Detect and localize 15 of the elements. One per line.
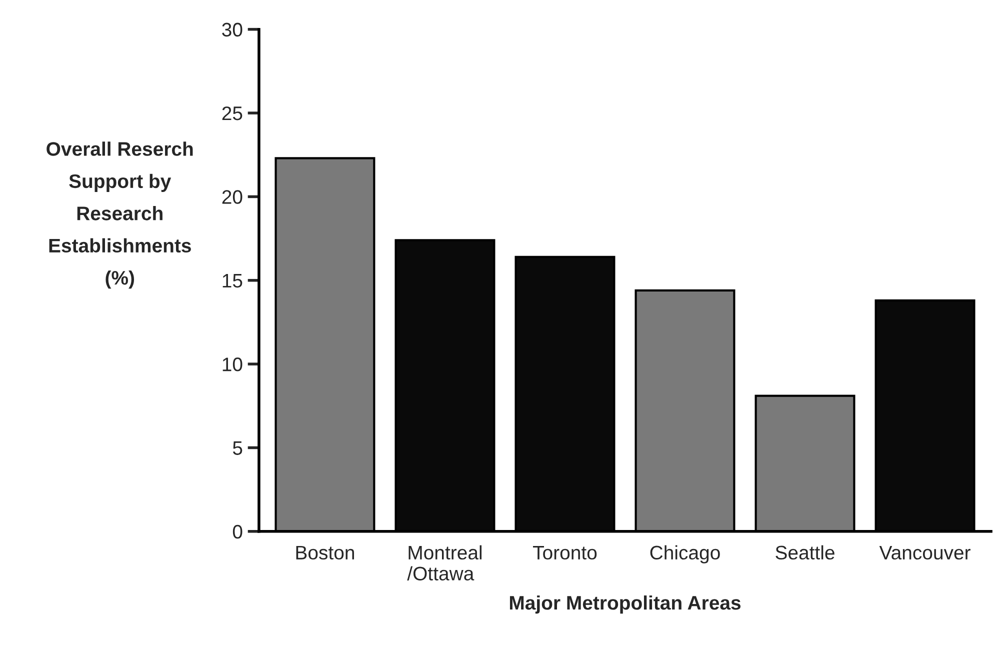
y-tick-label: 5 [232,441,242,455]
y-tick-label: 10 [222,358,242,372]
y-tick-label: 30 [222,22,242,37]
x-axis-title: Major Metropolitan Areas [510,595,741,614]
x-tick-label: Montreal /Ottawa [407,545,482,580]
x-tick-label: Chicago [650,545,720,564]
y-tick-label: 25 [222,106,242,120]
y-tick-label: 15 [222,274,242,288]
x-tick-label: Seattle [776,545,834,560]
x-tick-label: Vancouver [879,546,970,560]
y-tick-label: 20 [222,190,242,204]
x-tick-label: Boston [296,546,354,560]
y-tick-label: 0 [232,524,242,539]
y-axis-title: Overall Reserch Support by Research Establishments (%) [46,142,193,289]
x-tick-label: Toronto [533,546,597,560]
